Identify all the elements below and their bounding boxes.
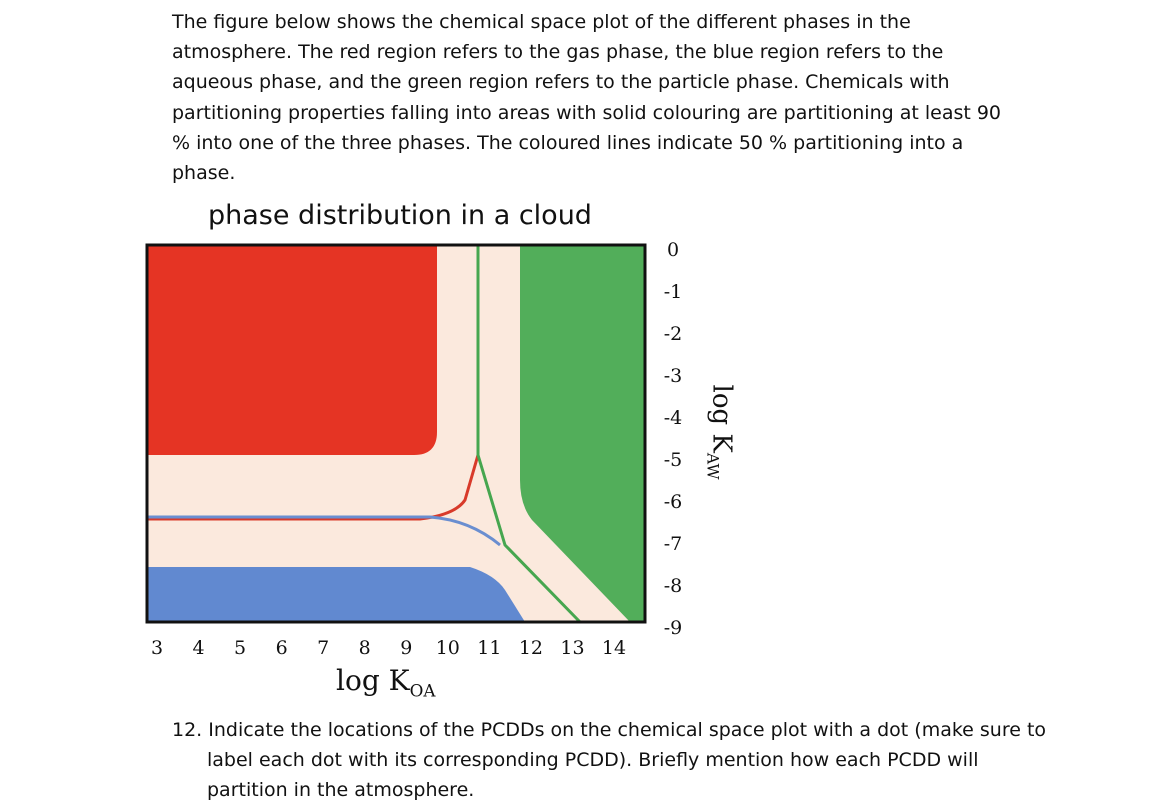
x-tick-label: 4 (192, 637, 205, 659)
x-axis-label: log KOA (336, 664, 436, 701)
y-tick-label: 0 (666, 239, 680, 261)
y-tick-label: -7 (663, 533, 683, 555)
x-tick-label: 14 (601, 637, 627, 659)
aqueous-region (147, 567, 525, 622)
intro-line: partitioning properties falling into are… (172, 101, 1002, 124)
x-tick-label: 5 (234, 637, 247, 659)
x-tick-label: 13 (560, 637, 585, 659)
y-tick-label: -9 (663, 617, 683, 639)
x-tick-label: 12 (518, 637, 543, 659)
y-tick-label: -2 (663, 323, 683, 345)
x-tick-label: 11 (477, 637, 502, 659)
gas-50-line (147, 454, 480, 521)
figure-title: phase distribution in a cloud (208, 200, 592, 231)
particle-50-line (476, 245, 582, 624)
intro-line: The figure below shows the chemical spac… (172, 11, 911, 33)
y-axis-label: log KAW (703, 384, 737, 480)
aqueous-50-line (147, 515, 501, 547)
plot-frame (145, 243, 647, 624)
particle-region (520, 245, 645, 622)
gas-region (147, 245, 437, 455)
y-tick-label: -5 (663, 449, 683, 471)
x-tick-label: 7 (317, 637, 330, 659)
intro-line: aqueous phase, and the green region refe… (172, 71, 950, 94)
x-tick-label: 6 (275, 637, 288, 659)
x-tick-label: 9 (400, 637, 413, 659)
question-line: label each dot with its corresponding PC… (207, 749, 979, 771)
x-tick-label: 10 (435, 637, 460, 659)
y-tick-label: -3 (663, 365, 683, 387)
x-tick-label: 3 (150, 637, 164, 659)
question-line: partition in the atmosphere. (207, 779, 475, 801)
y-tick-label: -4 (663, 407, 683, 429)
y-tick-label: -1 (663, 281, 683, 303)
y-tick-label: -8 (663, 575, 683, 597)
x-tick-label: 8 (358, 637, 371, 659)
intro-line: phase. (172, 162, 236, 184)
intro-line: atmosphere. The red region refers to the… (172, 41, 944, 64)
y-tick-label: -6 (663, 491, 683, 513)
question-line: 12. Indicate the locations of the PCDDs … (172, 719, 1047, 741)
intro-line: % into one of the three phases. The colo… (172, 131, 964, 154)
